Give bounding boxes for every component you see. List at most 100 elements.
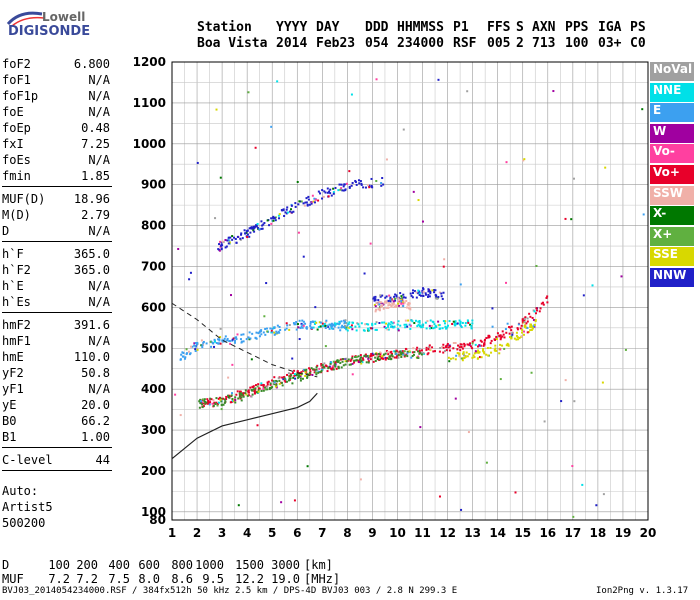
trace-point [437, 320, 440, 323]
trace-point [359, 354, 362, 357]
trace-point [412, 289, 415, 292]
header-label-5: P1 [453, 20, 469, 35]
y-tick-label: 500 [141, 341, 166, 355]
trace-point [342, 189, 345, 192]
header-label-3: DDD [365, 20, 389, 35]
trace-point [340, 183, 343, 186]
trace-point [382, 357, 385, 360]
trace-point [389, 298, 392, 301]
trace-point [290, 204, 293, 207]
trace-point [271, 331, 274, 334]
trace-point [379, 294, 382, 297]
trace-point [511, 333, 514, 336]
trace-point [199, 398, 202, 401]
noise-point [591, 284, 594, 287]
trace-point [433, 326, 436, 329]
noise-point [296, 180, 299, 183]
trace-point [470, 324, 473, 327]
trace-point [435, 325, 438, 328]
trace-point [479, 344, 482, 347]
param-row: foEp 0.48 [2, 120, 110, 136]
header-value-10: 03+ [598, 36, 622, 51]
trace-point [248, 331, 251, 334]
trace-point [488, 334, 491, 337]
trace-point [227, 236, 230, 239]
trace-point [260, 384, 263, 387]
param-name: h`F [2, 247, 24, 261]
param-value: N/A [88, 334, 110, 348]
trace-point [319, 325, 322, 328]
trace-point [194, 345, 197, 348]
noise-point [459, 283, 462, 286]
trace-point [498, 334, 501, 337]
trace-point [355, 355, 358, 358]
trace-point [419, 294, 422, 297]
trace-point [328, 327, 331, 330]
trace-point [311, 194, 314, 197]
header-value-2: Feb23 [316, 36, 356, 51]
logo-digisonde-text: DIGISONDE [8, 24, 91, 39]
trace-point [406, 306, 409, 309]
noise-point [530, 371, 533, 374]
trace-point [400, 352, 403, 355]
trace-point [223, 401, 226, 404]
trace-point [374, 295, 377, 298]
trace-point [428, 344, 431, 347]
param-name: B0 [2, 414, 17, 428]
trace-point [318, 367, 321, 370]
trace-point [367, 360, 370, 363]
trace-point [332, 191, 335, 194]
trace-point [383, 325, 386, 328]
trace-point [288, 328, 291, 331]
trace-point [404, 354, 407, 357]
trace-point [333, 363, 336, 366]
trace-point [524, 316, 527, 319]
trace-point [363, 329, 366, 332]
trace-point [205, 401, 208, 404]
auto-line: Artist5 [2, 500, 53, 514]
trace-point [402, 304, 405, 307]
trace-point [379, 295, 382, 298]
trace-point [248, 235, 251, 238]
trace-point [393, 306, 396, 309]
param-row: foEs N/A [2, 152, 110, 168]
trace-point [526, 326, 529, 329]
trace-point [495, 335, 498, 338]
header-value-8: 713 [532, 36, 556, 51]
trace-point [270, 331, 273, 334]
trace-point [420, 353, 423, 356]
trace-point [418, 293, 421, 296]
trace-point [360, 183, 363, 186]
trace-point [235, 241, 238, 244]
trace-point [217, 248, 220, 251]
trace-point [377, 303, 380, 306]
trace-point [464, 324, 467, 327]
trace-point [347, 358, 350, 361]
trace-point [302, 324, 305, 327]
trace-point [304, 369, 307, 372]
param-name: yF2 [2, 366, 24, 380]
trace-point [390, 358, 393, 361]
trace-point [442, 291, 445, 294]
trace-point [494, 347, 497, 350]
trace-point [266, 330, 269, 333]
muf-value: 9.5 [202, 572, 224, 586]
trace-point [254, 336, 257, 339]
trace-point [308, 367, 311, 370]
trace-point [508, 332, 511, 335]
trace-point [448, 320, 451, 323]
trace-point [374, 310, 377, 313]
trace-point [221, 244, 224, 247]
trace-point [341, 189, 344, 192]
trace-point [273, 326, 276, 329]
header-label-0: Station [197, 20, 252, 35]
trace-point [378, 321, 381, 324]
param-name: h`Es [2, 295, 31, 309]
trace-point [445, 345, 448, 348]
trace-point [540, 302, 543, 305]
trace-point [345, 360, 348, 363]
trace-point [529, 323, 532, 326]
trace-point [245, 338, 248, 341]
trace-point [294, 377, 297, 380]
trace-point [518, 336, 521, 339]
